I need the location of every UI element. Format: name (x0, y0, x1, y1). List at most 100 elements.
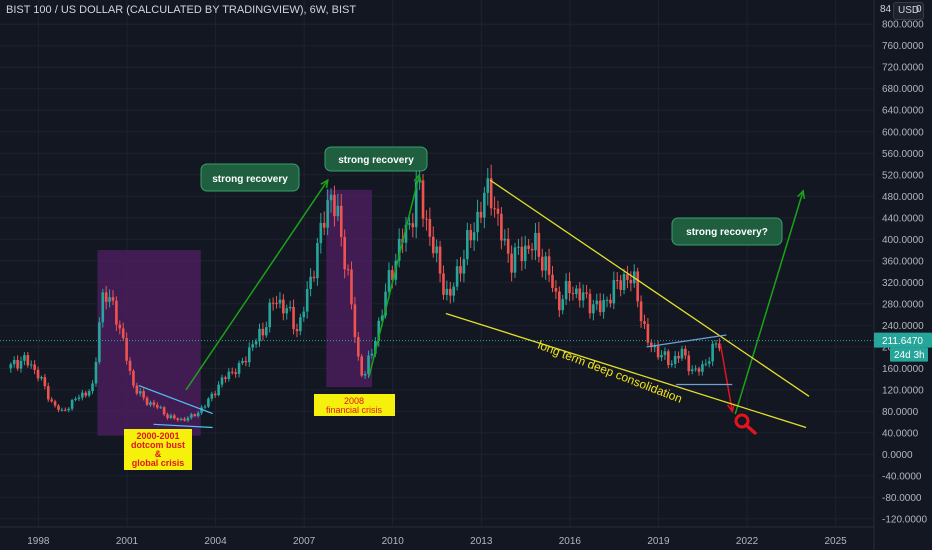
candle-body (121, 328, 125, 339)
candle-body (472, 232, 476, 241)
y-tick-label: 320.0000 (882, 278, 924, 289)
candle-body (339, 205, 343, 238)
candle-body (135, 385, 139, 394)
callout-text: strong recovery? (686, 227, 768, 238)
currency-selector[interactable]: USD (893, 2, 925, 20)
candle-body (493, 208, 496, 210)
candle-body (619, 280, 622, 290)
candle-body (503, 238, 507, 241)
candle-body (302, 311, 306, 318)
candle-body (639, 301, 643, 322)
candle-body (428, 218, 432, 237)
candle-body (554, 287, 558, 292)
candle-body (680, 348, 684, 359)
candle-body (370, 353, 374, 356)
label-line: 2000-2001 (136, 431, 179, 441)
candle-body (377, 320, 381, 341)
candle-body (9, 364, 13, 369)
arrow-head (320, 178, 329, 189)
candle-body (275, 303, 278, 305)
candle-body (84, 392, 88, 396)
candle-body (227, 371, 231, 379)
candle-body (261, 328, 265, 336)
candle-body (319, 222, 323, 244)
candle-body (299, 317, 302, 332)
candle-body (159, 407, 162, 409)
candle-body (506, 238, 510, 254)
x-tick-label: 2025 (824, 536, 847, 547)
time-scale[interactable]: 1998 2001 2004 2007 2010 2013 2016 2019 2022 2025 (27, 536, 847, 547)
price-scale-corner-value: 0 (916, 4, 922, 15)
y-tick-label: 400.0000 (882, 235, 924, 246)
candle-body (690, 369, 694, 372)
countdown-label: 24d 3h (894, 350, 925, 361)
price-scale-bg[interactable] (874, 0, 932, 550)
candle-body (684, 348, 687, 356)
candle-body (64, 409, 67, 411)
candle-body (537, 232, 541, 257)
y-tick-label: 120.0000 (882, 385, 924, 396)
y-tick-label: 160.0000 (882, 364, 924, 375)
candle-body (431, 236, 435, 254)
candle-body (57, 405, 60, 410)
label-line: global crisis (132, 458, 185, 468)
candle-body (118, 324, 122, 329)
label-box (124, 429, 192, 470)
candle-body (578, 288, 582, 301)
candle-body (425, 218, 428, 220)
candle-body (268, 302, 272, 328)
y-tick-label: -40.0000 (882, 471, 922, 482)
callout-strong-recovery-1: strong recovery (200, 163, 300, 192)
candle-body (94, 361, 98, 384)
candle-body (466, 230, 469, 260)
candle-body (333, 194, 336, 217)
candle-body (421, 180, 425, 219)
candle-body (356, 337, 360, 357)
y-tick-label: 80.0000 (882, 407, 919, 418)
candle-body (656, 345, 660, 358)
callout-text: strong recovery (212, 174, 288, 185)
crisis-zones (97, 189, 373, 436)
candle-body (374, 340, 377, 354)
y-tick-label: 0.0000 (882, 450, 913, 461)
callout-box (324, 146, 428, 172)
candle-body (234, 372, 237, 374)
candle-body (265, 327, 268, 336)
label-line: 2008 (344, 396, 364, 406)
candle-body (615, 280, 619, 282)
candle-body (517, 246, 520, 248)
candle-body (653, 345, 657, 348)
callout-strong-recovery-2: strong recovery (324, 146, 428, 172)
candle-body (74, 398, 77, 400)
candle-body (162, 407, 166, 415)
candle-body (561, 299, 565, 311)
label-line: dotcom bust (131, 440, 185, 450)
candle-body (636, 271, 639, 302)
candle-body (547, 256, 551, 275)
candle-body (646, 323, 650, 343)
candle-body (697, 368, 701, 372)
candle-body (12, 359, 16, 365)
candle-body (43, 377, 47, 387)
candle-body (544, 256, 547, 271)
candle-body (50, 399, 53, 402)
candle-body (292, 306, 295, 330)
candle-body (360, 356, 364, 376)
y-tick-label: 240.0000 (882, 321, 924, 332)
triangle-line (646, 334, 727, 348)
arrow-line (719, 344, 734, 412)
crisis-zone-2008 (326, 189, 373, 388)
candle-body (452, 286, 455, 296)
candle-body (500, 213, 503, 241)
y-tick-label: -120.0000 (882, 514, 927, 525)
candle-body (568, 281, 571, 294)
candle-body (173, 415, 176, 419)
candle-body (295, 329, 299, 332)
candle-body (523, 245, 527, 262)
candle-body (152, 402, 156, 405)
candle-body (687, 355, 691, 372)
symbol-title: BIST 100 / US DOLLAR (CALCULATED BY TRAD… (6, 4, 357, 16)
candle-body (602, 299, 605, 313)
candle-body (81, 392, 84, 398)
